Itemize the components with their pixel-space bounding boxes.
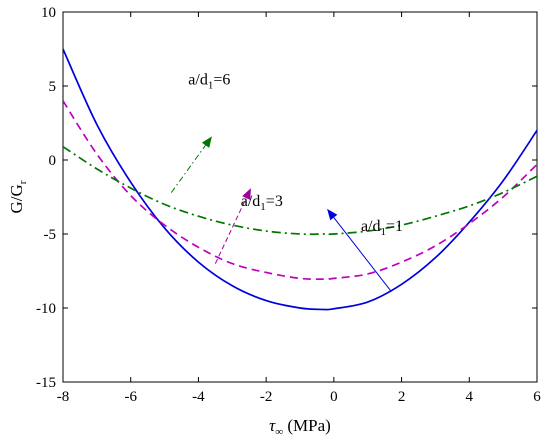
x-tick-label: -2: [260, 389, 273, 405]
annotation-arrow-2: [214, 197, 247, 264]
annotation-arrowhead-1: [201, 136, 212, 148]
x-tick-label: 2: [398, 389, 406, 405]
annotation-label-main: a/d: [361, 218, 381, 235]
annotation-arrow-3: [333, 217, 392, 293]
series-line-3: [63, 145, 537, 236]
annotation-label-2: a/d1=3: [241, 193, 283, 213]
x-axis-label-symbol: τ: [269, 416, 276, 435]
series-line-1: [63, 48, 537, 311]
y-tick-label: -15: [36, 375, 56, 391]
annotation-label-1: a/d1=6: [188, 72, 230, 92]
annotation-label-sub: 1: [260, 201, 266, 213]
y-axis-label-sub: r: [17, 180, 29, 184]
annotation-arrowhead-2: [242, 188, 251, 200]
x-axis-label: τ∞ (MPa): [269, 416, 331, 438]
series-layer: [63, 48, 537, 311]
x-tick-label: 6: [533, 389, 541, 405]
y-tick-label: -5: [44, 227, 57, 243]
x-axis-label-unit: (MPa): [283, 416, 331, 435]
y-axis-label: G/Gr: [7, 180, 29, 213]
y-tick-label: 5: [49, 79, 57, 95]
annotation-label-main: a/d: [188, 72, 208, 89]
annotation-arrow-1: [170, 144, 206, 193]
annotation-arrowhead-3: [327, 208, 338, 221]
annotation-label-value: =1: [386, 218, 403, 235]
x-tick-label: -4: [192, 389, 205, 405]
y-tick-label: -10: [36, 301, 56, 317]
plot-area: [62, 11, 538, 383]
y-ticks: -15 -10 -5 0 5 10: [36, 5, 537, 391]
x-tick-label: -8: [57, 389, 70, 405]
annotation-label-value: =3: [266, 193, 283, 210]
x-ticks: -8 -6 -4 -2 0 2 4 6: [57, 12, 541, 405]
x-axis-label-sub: ∞: [275, 426, 283, 438]
annotation-label-sub: 1: [208, 80, 214, 92]
y-axis-label-main: G/G: [7, 184, 26, 213]
x-tick-label: 4: [466, 389, 474, 405]
y-tick-label: 10: [41, 5, 56, 21]
y-tick-label: 0: [49, 153, 57, 169]
annotation-layer: a/d1=6a/d1=3a/d1=1: [170, 72, 403, 293]
annotation-label-sub: 1: [380, 226, 386, 238]
annotation-label-3: a/d1=1: [361, 218, 403, 238]
x-tick-label: -6: [124, 389, 137, 405]
series-line-2: [63, 100, 537, 281]
annotation-label-main: a/d: [241, 193, 261, 210]
annotation-label-value: =6: [213, 72, 230, 89]
x-tick-label: 0: [330, 389, 338, 405]
